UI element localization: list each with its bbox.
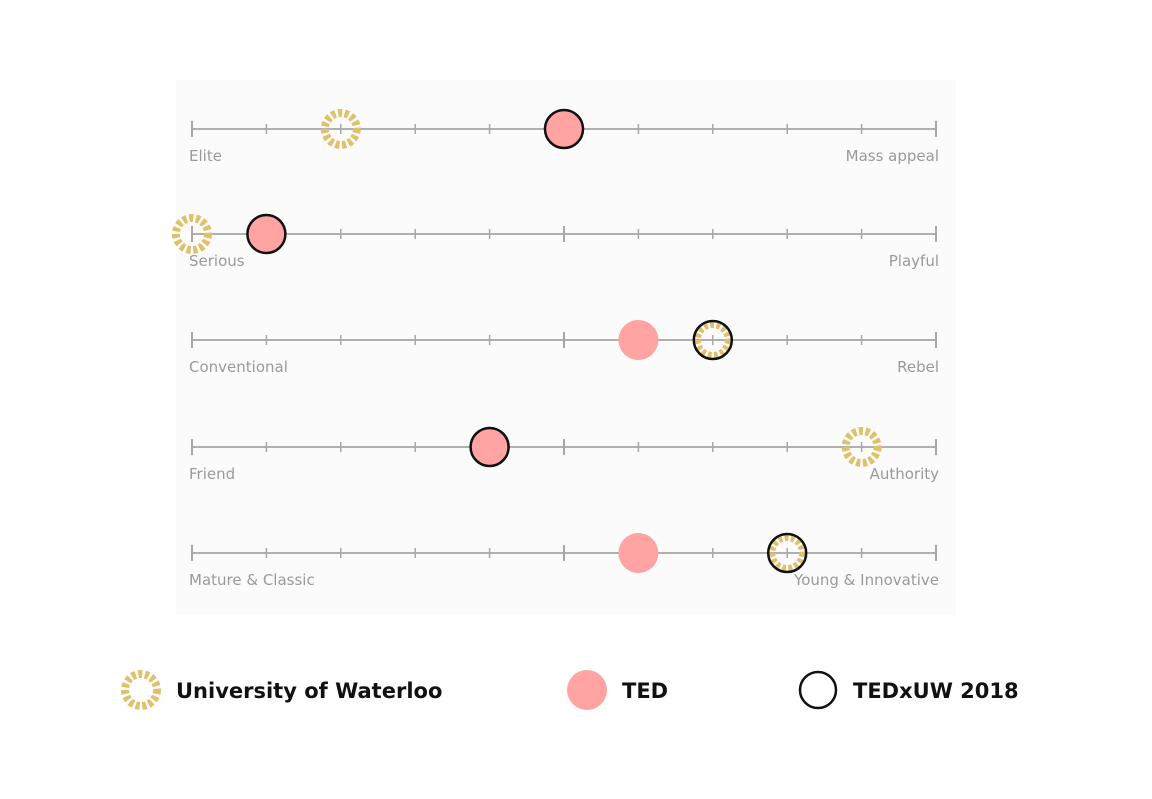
data-point-black-ring xyxy=(543,108,585,150)
scale-right-label: Playful xyxy=(889,252,939,270)
data-point-gold-dashed-ring xyxy=(841,427,882,467)
chart-panel xyxy=(176,80,956,615)
legend-marker-pink-dot xyxy=(567,670,607,710)
scale-left-label: Serious xyxy=(189,252,245,270)
scale-left-label: Friend xyxy=(189,465,235,483)
data-point-pink-dot xyxy=(469,427,510,467)
data-point-gold-dashed-ring xyxy=(320,109,361,149)
scale-left-label: Mature & Classic xyxy=(189,571,315,589)
data-point-pink-dot xyxy=(618,533,659,573)
scale-left-label: Elite xyxy=(189,147,222,165)
data-point-black-ring xyxy=(246,213,287,255)
data-point-gold-dashed-ring xyxy=(172,214,212,254)
scale-right-label: Young & Innovative xyxy=(793,571,939,589)
legend-marker-gold-dashed-ring xyxy=(121,670,161,710)
scale-right-label: Rebel xyxy=(897,358,939,376)
legend-label: University of Waterloo xyxy=(176,679,442,703)
data-point-black-ring xyxy=(766,532,808,574)
data-point-black-ring xyxy=(469,426,510,468)
data-point-gold-dashed-ring xyxy=(767,533,808,573)
data-point-pink-dot xyxy=(246,214,287,254)
data-point-gold-dashed-ring xyxy=(692,320,733,360)
legend-label: TEDxUW 2018 xyxy=(853,679,1019,703)
data-point-black-ring xyxy=(692,319,734,361)
scale-right-label: Authority xyxy=(870,465,940,483)
legend-label: TED xyxy=(622,679,668,703)
scale-left-label: Conventional xyxy=(189,358,288,376)
scale-right-label: Mass appeal xyxy=(846,147,939,165)
data-point-pink-dot xyxy=(544,109,584,149)
legend-marker-black-ring xyxy=(798,670,838,710)
data-point-pink-dot xyxy=(618,320,659,360)
